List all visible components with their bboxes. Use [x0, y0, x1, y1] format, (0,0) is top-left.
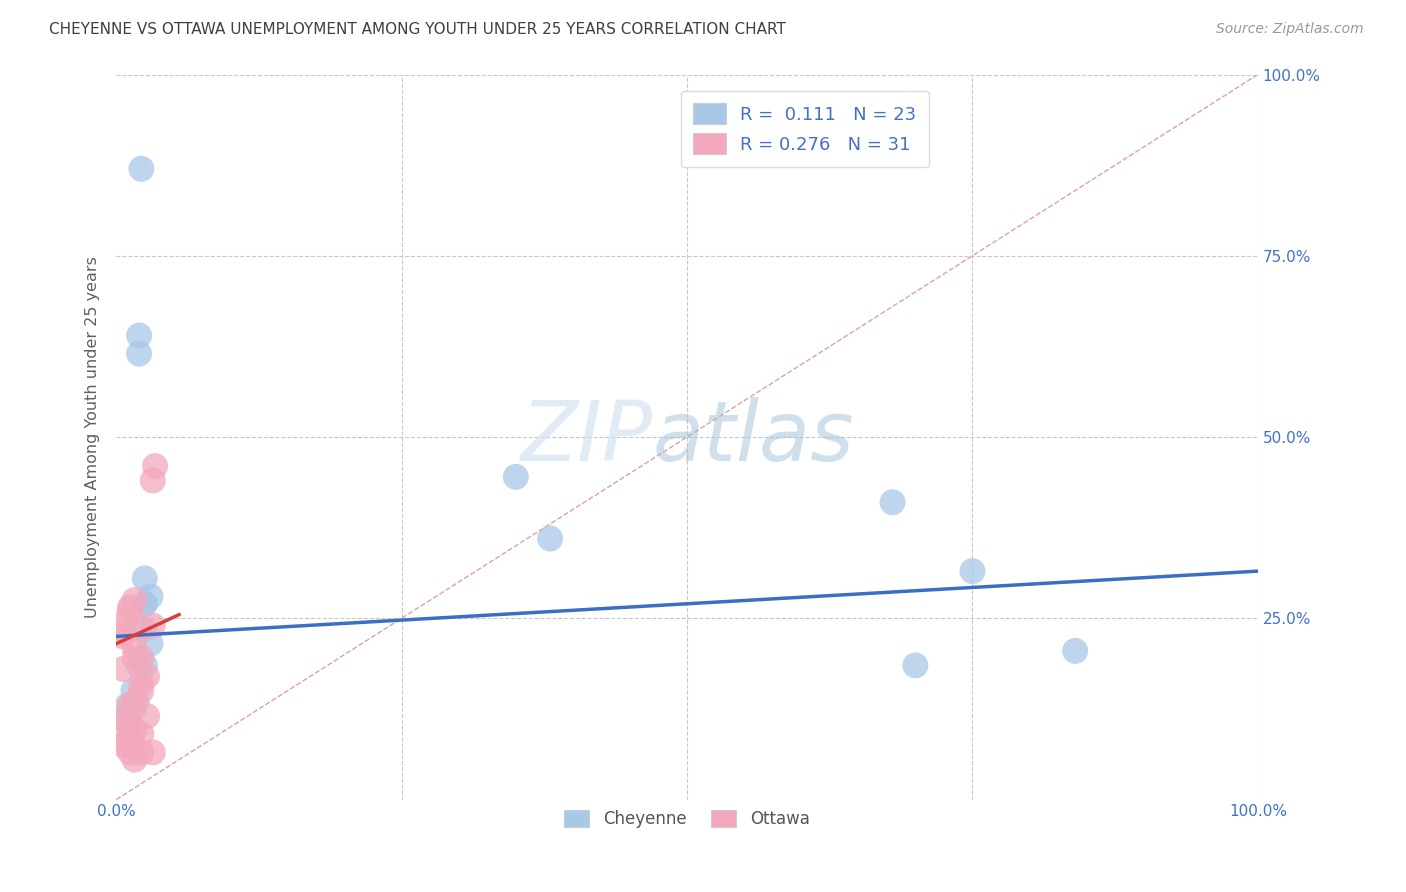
Point: [131, 161, 153, 176]
Point: [134, 597, 156, 611]
Point: [114, 713, 136, 727]
Point: [131, 745, 153, 759]
Point: [134, 658, 156, 673]
Point: [124, 651, 146, 665]
Point: [134, 622, 156, 636]
Point: [112, 662, 135, 676]
Point: [124, 640, 146, 655]
Point: [131, 622, 153, 636]
Point: [122, 683, 145, 698]
Point: [124, 753, 146, 767]
Point: [136, 669, 159, 683]
Text: atlas: atlas: [652, 397, 855, 477]
Point: [118, 600, 141, 615]
Point: [118, 731, 141, 745]
Point: [139, 637, 162, 651]
Point: [112, 625, 135, 640]
Point: [142, 745, 165, 759]
Point: [118, 716, 141, 731]
Point: [117, 698, 139, 713]
Point: [122, 702, 145, 716]
Point: [904, 658, 927, 673]
Point: [131, 683, 153, 698]
Point: [124, 593, 146, 607]
Point: [112, 731, 135, 745]
Point: [882, 495, 904, 509]
Point: [538, 532, 561, 546]
Point: [118, 745, 141, 759]
Point: [112, 738, 135, 752]
Point: [118, 604, 141, 618]
Point: [142, 474, 165, 488]
Point: [505, 470, 527, 484]
Point: [136, 709, 159, 723]
Point: [962, 564, 984, 578]
Point: [131, 727, 153, 741]
Point: [128, 328, 150, 343]
Point: [128, 346, 150, 360]
Text: ZIP: ZIP: [520, 397, 652, 477]
Point: [112, 629, 135, 643]
Point: [139, 590, 162, 604]
Point: [118, 716, 141, 731]
Point: [128, 658, 150, 673]
Point: [131, 676, 153, 690]
Point: [112, 713, 135, 727]
Point: [124, 723, 146, 738]
Point: [125, 695, 148, 709]
Text: Source: ZipAtlas.com: Source: ZipAtlas.com: [1216, 22, 1364, 37]
Point: [134, 571, 156, 585]
Point: [112, 615, 135, 629]
Legend: Cheyenne, Ottawa: Cheyenne, Ottawa: [558, 803, 817, 835]
Point: [142, 618, 165, 632]
Point: [131, 651, 153, 665]
Point: [118, 698, 141, 713]
Point: [1064, 644, 1087, 658]
Point: [134, 597, 156, 611]
Text: CHEYENNE VS OTTAWA UNEMPLOYMENT AMONG YOUTH UNDER 25 YEARS CORRELATION CHART: CHEYENNE VS OTTAWA UNEMPLOYMENT AMONG YO…: [49, 22, 786, 37]
Y-axis label: Unemployment Among Youth under 25 years: Unemployment Among Youth under 25 years: [86, 256, 100, 618]
Point: [143, 458, 166, 473]
Point: [124, 695, 146, 709]
